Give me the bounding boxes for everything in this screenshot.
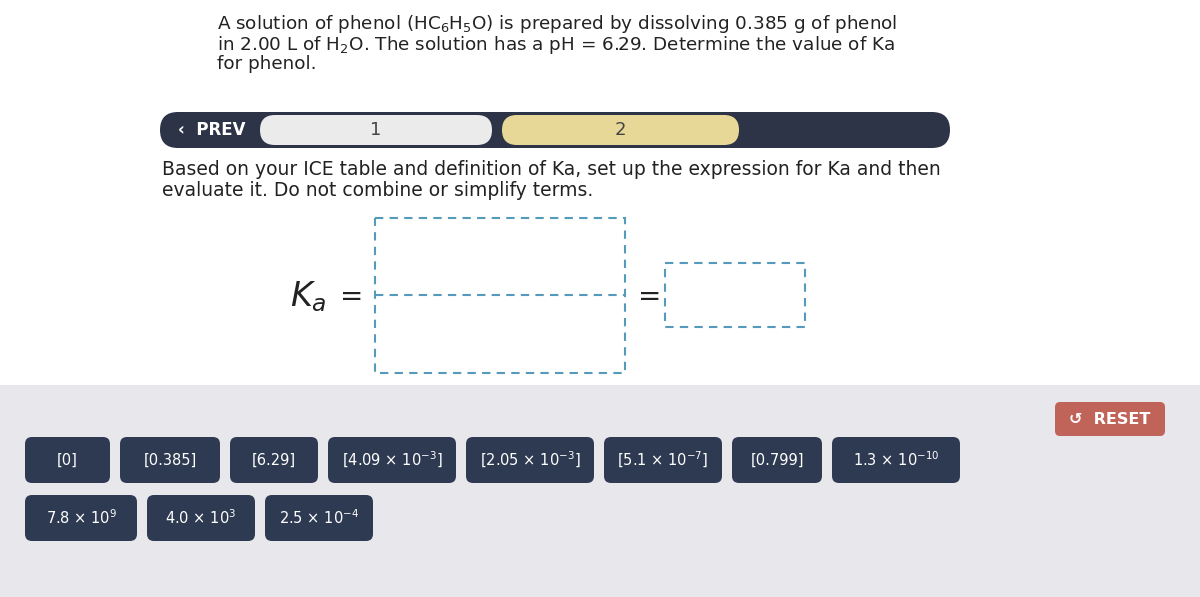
FancyBboxPatch shape [374,218,625,373]
FancyBboxPatch shape [120,437,220,483]
Text: 2.5 $\times$ 10$^{-4}$: 2.5 $\times$ 10$^{-4}$ [278,509,359,527]
Text: [0.799]: [0.799] [750,453,804,467]
Text: [6.29]: [6.29] [252,453,296,467]
FancyBboxPatch shape [160,112,950,148]
Text: [0]: [0] [58,453,78,467]
FancyBboxPatch shape [230,437,318,483]
Text: 2: 2 [614,121,626,139]
Text: 7.8 $\times$ 10$^{9}$: 7.8 $\times$ 10$^{9}$ [46,509,116,527]
Text: evaluate it. Do not combine or simplify terms.: evaluate it. Do not combine or simplify … [162,181,593,200]
Text: ↺  RESET: ↺ RESET [1069,411,1151,426]
FancyBboxPatch shape [832,437,960,483]
Text: =: = [341,283,364,311]
Text: [0.385]: [0.385] [143,453,197,467]
FancyBboxPatch shape [665,263,805,327]
Text: A solution of phenol (HC$_6$H$_5$O) is prepared by dissolving 0.385 g of phenol: A solution of phenol (HC$_6$H$_5$O) is p… [217,13,898,35]
FancyBboxPatch shape [502,115,739,145]
FancyBboxPatch shape [265,495,373,541]
Text: =: = [638,283,661,311]
FancyBboxPatch shape [25,437,110,483]
FancyBboxPatch shape [604,437,722,483]
Text: 4.0 $\times$ 10$^{3}$: 4.0 $\times$ 10$^{3}$ [166,509,236,527]
FancyBboxPatch shape [328,437,456,483]
Text: 1.3 $\times$ 10$^{-10}$: 1.3 $\times$ 10$^{-10}$ [853,451,940,469]
FancyBboxPatch shape [466,437,594,483]
FancyBboxPatch shape [1055,402,1165,436]
FancyBboxPatch shape [732,437,822,483]
Text: 1: 1 [371,121,382,139]
Text: Based on your ICE table and definition of Ka, set up the expression for Ka and t: Based on your ICE table and definition o… [162,160,941,179]
FancyBboxPatch shape [148,495,256,541]
Text: ‹  PREV: ‹ PREV [179,121,246,139]
Bar [0,385,1200,597]
FancyBboxPatch shape [260,115,492,145]
Text: in 2.00 L of H$_2$O. The solution has a pH = 6.29. Determine the value of Ka: in 2.00 L of H$_2$O. The solution has a … [217,34,895,56]
Text: [4.09 $\times$ 10$^{-3}$]: [4.09 $\times$ 10$^{-3}$] [342,450,443,470]
FancyBboxPatch shape [25,495,137,541]
Text: [5.1 $\times$ 10$^{-7}$]: [5.1 $\times$ 10$^{-7}$] [617,450,709,470]
Text: [2.05 $\times$ 10$^{-3}$]: [2.05 $\times$ 10$^{-3}$] [480,450,581,470]
Text: for phenol.: for phenol. [217,55,317,73]
Text: $\mathit{K}_a$: $\mathit{K}_a$ [289,279,326,315]
